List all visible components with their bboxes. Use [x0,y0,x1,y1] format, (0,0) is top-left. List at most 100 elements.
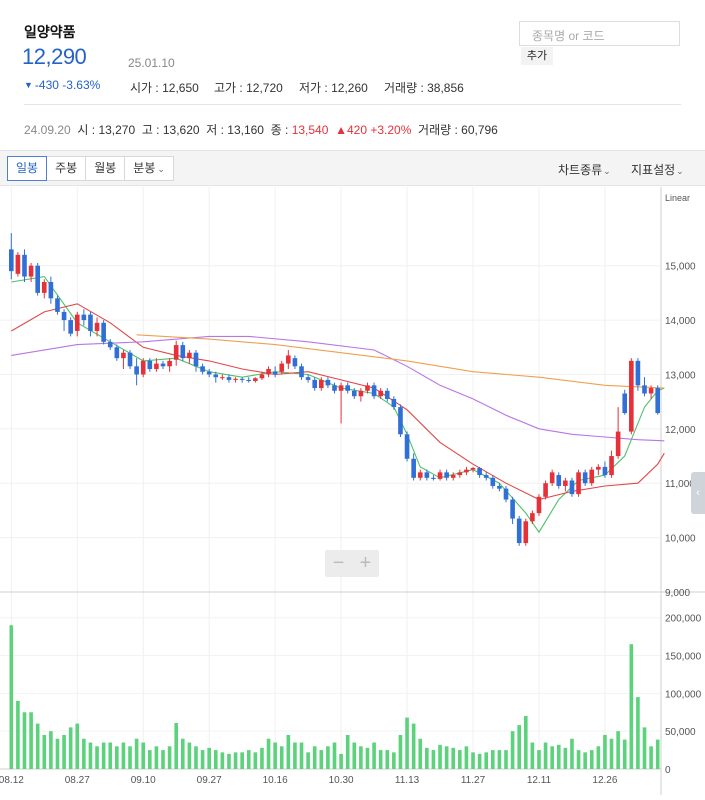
volume-bar [187,742,192,769]
candle-body [101,322,106,342]
volume-bar [299,742,304,769]
price-tick-label: 10,000 [665,534,696,545]
date-tick-label: 10.16 [263,775,288,786]
volume-bar [563,747,568,769]
candle-body [411,458,416,478]
divider [24,104,681,105]
candle-body [431,477,436,479]
volume-bar [609,738,614,769]
volume-bar [312,746,317,769]
candle-body [622,393,628,414]
add-button[interactable]: 추가 [521,47,553,65]
hover-close-label: 종 : [270,123,292,137]
volume-bar [556,744,561,769]
volume-bar [365,747,370,769]
candle-body [556,475,562,486]
volume-bar [550,746,554,769]
stock-chart[interactable]: Linear 15,000 14,000 13,000 12,000 11,000 10,0… [0,187,705,795]
volume-bar [411,723,416,769]
tab-minute[interactable]: 분봉 ⌄ [124,156,174,181]
candle-body [325,379,331,386]
volume-bar [161,750,165,769]
volume-bar [95,746,99,769]
volume-bar [246,750,251,769]
volume-bar [543,742,548,769]
candle-body [576,472,581,495]
candle-body [55,298,60,312]
zoom-out-button[interactable]: − [332,552,345,574]
candle-body [259,374,265,379]
candle-body [589,469,595,484]
hover-open: 13,270 [98,123,136,137]
candle-body [121,352,126,359]
candle-body [173,345,179,360]
candle-body [378,390,383,397]
volume-bar [398,734,403,769]
indicator-settings-dropdown[interactable]: 지표설정⌄ [631,161,684,178]
chevron-down-icon: ⌄ [676,166,684,176]
volume-bar [154,746,159,769]
candle-body [114,347,120,359]
candle-body [404,434,410,459]
volume-bar [359,746,363,769]
price-change-value: -430 -3.63% [34,78,101,92]
candle-body [450,475,456,478]
date-tick-label: 11.27 [461,775,486,786]
candle-body [365,385,370,391]
chart-type-dropdown[interactable]: 차트종류⌄ [558,161,611,178]
candle-body [345,385,351,391]
candle-body [549,472,555,484]
zoom-in-button[interactable]: + [359,552,372,574]
volume-bar [451,747,456,769]
candle-body [497,485,502,489]
candle-body [8,249,14,272]
search-input[interactable]: 종목명 or 코드 [519,21,680,46]
indicator-settings-label: 지표설정 [631,163,676,177]
date-tick-label: 09.10 [131,775,156,786]
volume-bar [121,742,126,769]
hover-high-label: 고 : [141,123,163,137]
candle-body [160,363,166,367]
volume-tick-label: 0 [665,765,671,776]
chart-canvas[interactable]: Linear 15,000 14,000 13,000 12,000 11,000 10,0… [0,187,705,795]
volume-bar [227,753,231,769]
price-tick-label: 14,000 [665,316,696,327]
candle-body [530,513,535,522]
volume-bar [75,723,80,769]
volume-tick-label: 100,000 [665,689,702,700]
date-tick-label: 12.11 [527,775,552,786]
candle-body [563,480,568,486]
volume-bar [392,752,396,769]
chevron-down-icon: ⌄ [157,164,165,174]
hover-high: 13,620 [162,123,200,137]
hover-close: 13,540 [291,123,329,137]
candle-body [596,466,601,470]
candle-body [88,314,93,331]
volume-bar [286,734,291,769]
tab-daily[interactable]: 일봉 [7,156,48,181]
tab-weekly[interactable]: 주봉 [46,156,87,181]
candle-body [94,322,100,331]
hover-candle-info: 24.09.20 시 : 13,270 고 : 13,620 저 : 13,16… [24,121,498,138]
date-tick-label: 12.26 [592,775,617,786]
candle-body [239,378,245,380]
candle-body [68,320,73,334]
volume-tick-label: 200,000 [665,614,702,625]
candle-body [312,379,318,389]
volume-bar [458,750,462,769]
volume-bar [260,747,264,769]
low-price: 저가 : 12,260 [299,79,368,96]
candle-body [200,366,205,372]
candle-body [292,358,298,367]
volume-bar [141,742,146,769]
candle-body [351,390,357,397]
up-arrow-icon: ▲ [335,123,347,137]
volume-bar [306,752,310,769]
side-panel-toggle[interactable]: ‹ [691,472,705,514]
tab-monthly[interactable]: 월봉 [85,156,126,181]
trading-volume-value: 38,856 [427,81,464,95]
candle-body [444,472,449,478]
volume-bar [55,738,60,769]
volume-bar [108,742,113,769]
hover-low: 13,160 [227,123,264,137]
